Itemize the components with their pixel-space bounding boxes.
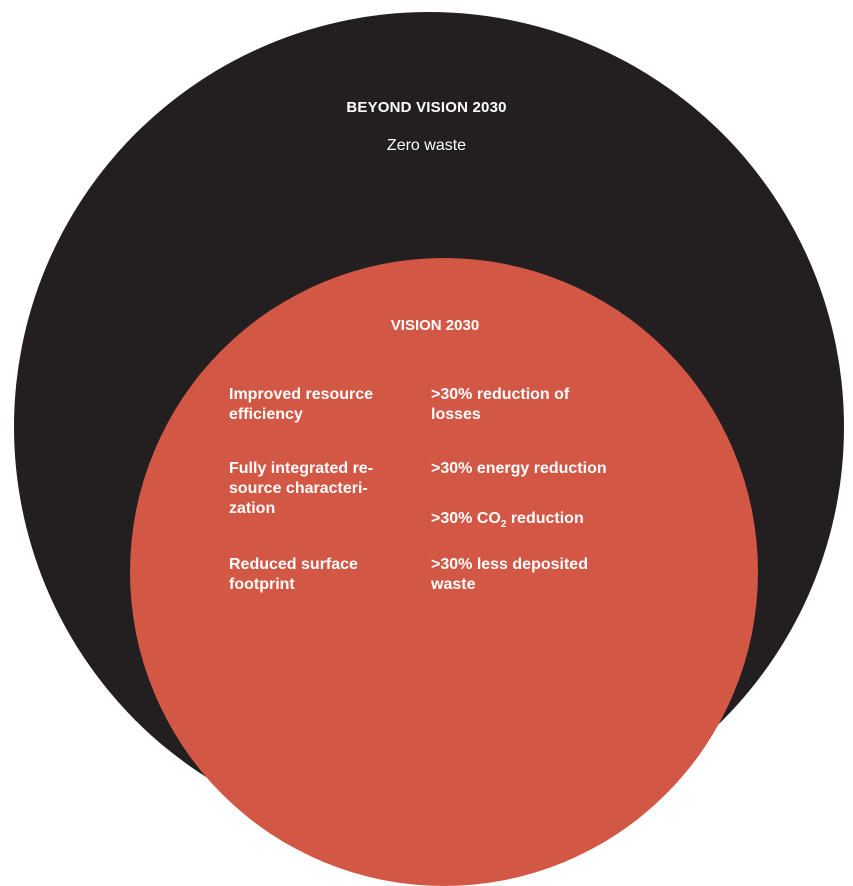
beyond-vision-title: BEYOND VISION 2030 (346, 99, 507, 116)
target-loss-reduction: >30% reduction of losses (431, 386, 570, 423)
vision-2030-circle (130, 258, 758, 886)
target-waste-reduction: >30% less deposited waste (431, 556, 588, 593)
beyond-vision-subtitle: Zero waste (386, 137, 467, 154)
target-co2-reduction: >30% CO2 reduction (431, 510, 584, 530)
goal-resource-characterization: Fully integrated re- source characteri- … (229, 460, 374, 517)
vision-2030-title: VISION 2030 (390, 317, 480, 334)
goal-surface-footprint: Reduced surface footprint (229, 556, 358, 593)
goal-resource-efficiency: Improved resource efficiency (229, 386, 374, 423)
target-energy-reduction: >30% energy reduction (431, 460, 607, 477)
